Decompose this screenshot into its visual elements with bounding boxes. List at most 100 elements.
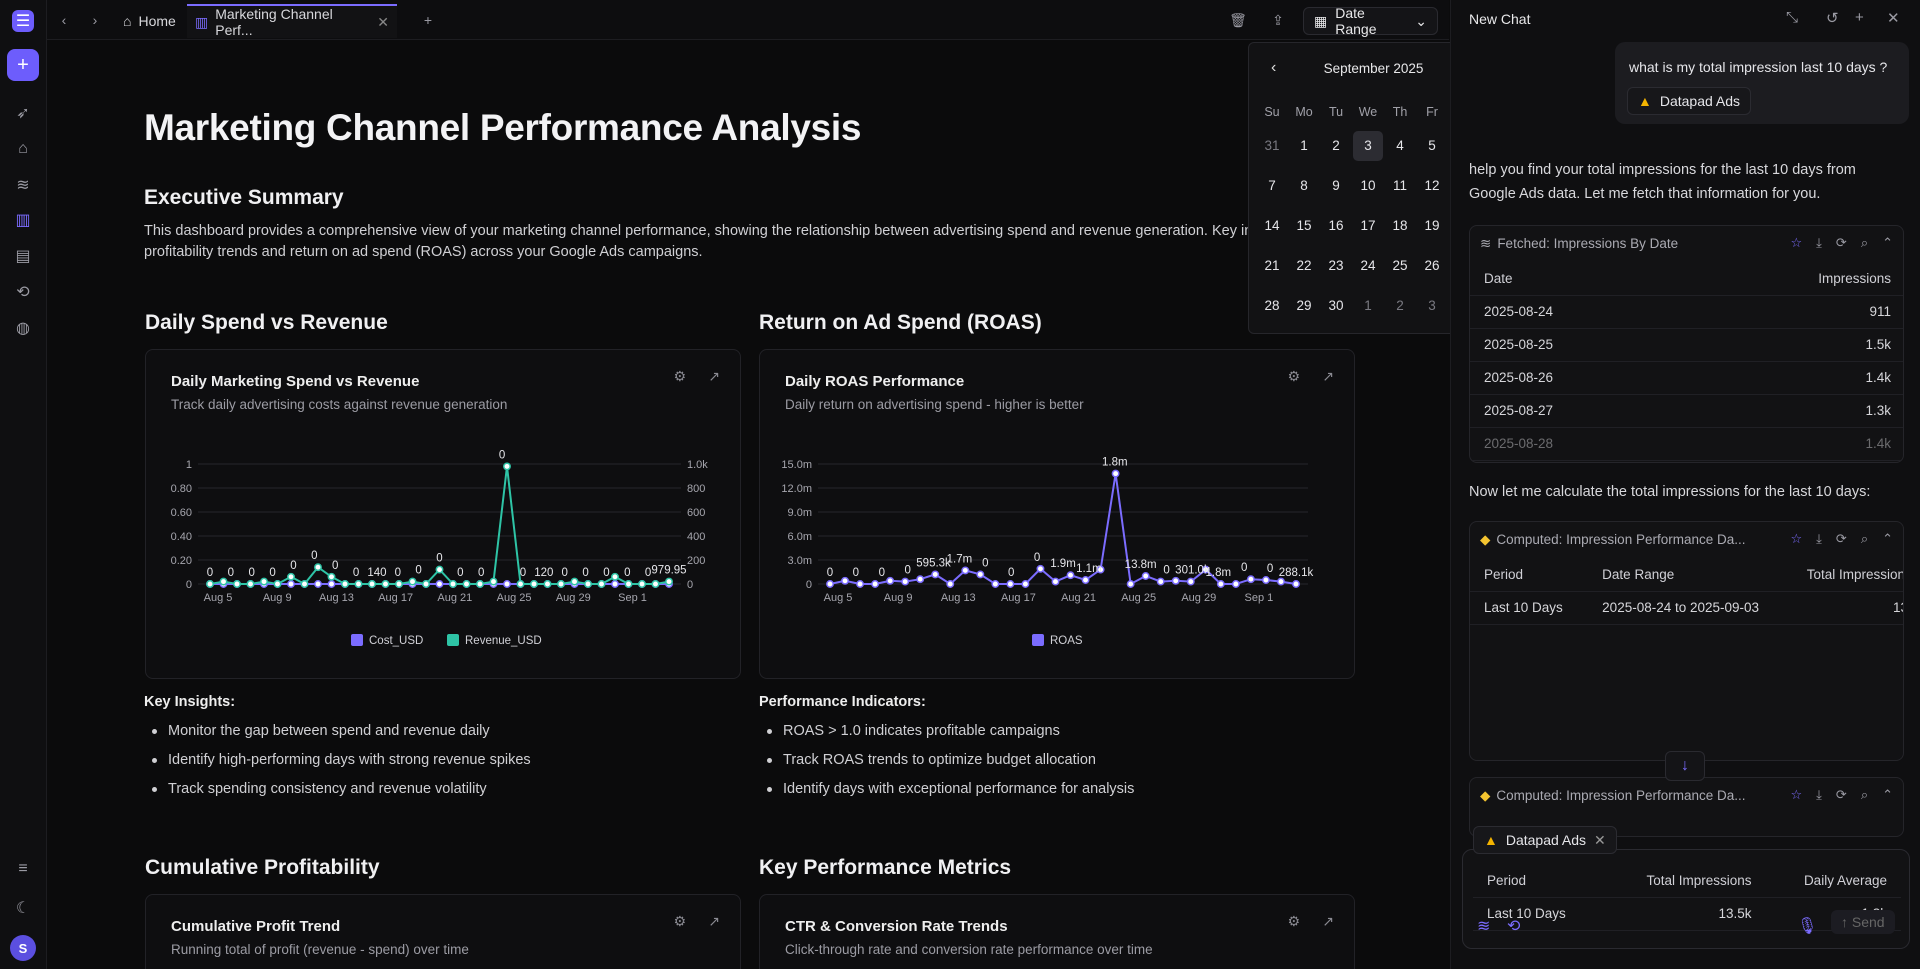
calendar-day[interactable]: 25 <box>1392 258 1408 273</box>
collapse-icon[interactable]: ⌃ <box>1882 531 1893 546</box>
globe-icon[interactable]: ◍ <box>16 320 30 337</box>
calendar-day[interactable]: 10 <box>1360 178 1376 193</box>
calendar-day[interactable]: 16 <box>1328 218 1344 233</box>
calendar-day[interactable]: 19 <box>1424 218 1440 233</box>
star-icon[interactable]: ☆ <box>1790 235 1803 250</box>
data-point <box>1171 576 1180 585</box>
settings-icon[interactable]: ⚙ <box>673 913 686 929</box>
prev-month-icon[interactable]: ‹ <box>1271 59 1277 76</box>
box-header[interactable]: ◆ Computed: Impression Performance Da... … <box>1480 787 1893 803</box>
download-icon[interactable]: ⤓ <box>1816 235 1822 250</box>
refresh-icon[interactable]: ⟳ <box>1835 235 1847 250</box>
tab-home[interactable]: ⌂ Home <box>123 13 176 29</box>
settings-icon[interactable]: ⚙ <box>1287 913 1300 929</box>
theme-moon-icon[interactable]: ☾ <box>15 900 31 917</box>
calendar-day[interactable]: 17 <box>1360 218 1376 233</box>
settings-icon[interactable]: ⚙ <box>1287 368 1300 384</box>
calendar-day[interactable]: 26 <box>1424 258 1440 273</box>
google-ads-icon: ▲ <box>1638 93 1652 109</box>
refresh-icon[interactable]: ⟳ <box>1835 531 1847 546</box>
calendar-day[interactable]: 3 <box>1428 298 1436 313</box>
refresh-icon[interactable]: ⟳ <box>1835 787 1847 802</box>
box-header[interactable]: ◆ Computed: Impression Performance Da... … <box>1480 531 1893 547</box>
workflow-icon[interactable]: ⟲ <box>1507 918 1521 935</box>
collapse-icon[interactable]: ⤡ <box>1786 9 1799 26</box>
menu-icon[interactable]: ≡ <box>18 860 28 877</box>
open-external-icon[interactable]: ↗ <box>1322 368 1334 384</box>
close-tab-icon[interactable]: ✕ <box>377 13 389 30</box>
star-icon[interactable]: ☆ <box>1790 531 1803 546</box>
calendar-day[interactable]: 21 <box>1264 258 1280 273</box>
source-chip[interactable]: ▲ Datapad Ads <box>1627 87 1752 115</box>
share-icon[interactable]: ⇪ <box>1272 11 1284 28</box>
star-icon[interactable]: ☆ <box>1790 787 1803 802</box>
microphone-icon[interactable]: 🎙 <box>1797 918 1818 935</box>
new-tab-icon[interactable]: + <box>423 12 433 28</box>
calendar-day[interactable]: 8 <box>1300 178 1308 193</box>
remove-chip-icon[interactable]: ✕ <box>1594 831 1606 848</box>
list-item: Track ROAS trends to optimize budget all… <box>759 746 1134 775</box>
search-icon[interactable]: ⌕ <box>1860 235 1869 250</box>
history-icon[interactable]: ↺ <box>1826 10 1839 27</box>
calendar-day[interactable]: 30 <box>1328 298 1344 313</box>
calendar-day[interactable]: 3 <box>1353 131 1383 161</box>
roas-chart: 0 3.0m 6.0m 9.0m 12.0m 15.0m Aug 5 Aug 9 Aug 13 A… <box>781 457 1313 647</box>
workflow-icon[interactable]: ⟲ <box>16 284 30 301</box>
database-icon[interactable]: ≋ <box>16 177 30 194</box>
calendar-day[interactable]: 31 <box>1264 138 1280 153</box>
calendar-day[interactable]: 4 <box>1396 138 1404 153</box>
calendar-day[interactable]: 5 <box>1428 138 1436 153</box>
date-range-button[interactable]: ▦ Date Range ⌄ <box>1303 5 1438 37</box>
calendar-day[interactable]: 22 <box>1296 258 1312 273</box>
trash-icon[interactable]: 🗑 <box>1229 11 1247 28</box>
back-icon[interactable]: ‹ <box>61 12 67 28</box>
calendar-day[interactable]: 18 <box>1392 218 1408 233</box>
calendar-day[interactable]: 1 <box>1300 138 1308 153</box>
user-avatar[interactable]: S <box>10 935 36 961</box>
open-external-icon[interactable]: ↗ <box>1322 913 1334 929</box>
settings-icon[interactable]: ⚙ <box>673 368 686 384</box>
rocket-icon[interactable]: ➶ <box>16 105 30 122</box>
tab-current[interactable]: ▥ Marketing Channel Perf... ✕ <box>187 4 397 38</box>
calendar-day[interactable]: 12 <box>1424 178 1440 193</box>
data-point <box>1141 572 1150 580</box>
calendar-day[interactable]: 29 <box>1296 298 1312 313</box>
collapse-icon[interactable]: ⌃ <box>1882 235 1893 250</box>
calendar-day[interactable]: 24 <box>1360 258 1376 273</box>
dashboard-chart-icon[interactable]: ▥ <box>15 212 31 229</box>
open-external-icon[interactable]: ↗ <box>708 913 720 929</box>
new-chat-icon[interactable]: + <box>1855 9 1864 26</box>
open-external-icon[interactable]: ↗ <box>708 368 720 384</box>
database-icon[interactable]: ≋ <box>1477 918 1491 935</box>
close-icon[interactable]: ✕ <box>1887 10 1900 27</box>
home-icon[interactable]: ⌂ <box>18 140 28 157</box>
calendar-day[interactable]: 14 <box>1264 218 1280 233</box>
document-icon[interactable]: ▤ <box>15 248 31 265</box>
data-label: 0 <box>311 550 317 562</box>
data-point <box>449 580 457 588</box>
app-logo-icon[interactable]: ☰ <box>12 10 34 32</box>
weekday-label: Th <box>1392 105 1408 119</box>
collapse-icon[interactable]: ⌃ <box>1882 787 1893 802</box>
composer-source-chip[interactable]: ▲ Datapad Ads ✕ <box>1473 826 1617 854</box>
calendar-day[interactable]: 2 <box>1332 138 1340 153</box>
download-icon[interactable]: ⤓ <box>1816 531 1822 546</box>
calendar-day[interactable]: 2 <box>1396 298 1404 313</box>
calendar-day[interactable]: 28 <box>1264 298 1280 313</box>
search-icon[interactable]: ⌕ <box>1860 531 1869 546</box>
search-icon[interactable]: ⌕ <box>1860 787 1869 802</box>
new-button[interactable]: + <box>7 49 39 81</box>
calendar-day[interactable]: 15 <box>1296 218 1312 233</box>
scroll-down-button[interactable]: ↓ <box>1665 751 1705 781</box>
download-icon[interactable]: ⤓ <box>1816 787 1822 802</box>
calendar-day[interactable]: 7 <box>1268 178 1276 193</box>
calendar-day[interactable]: 23 <box>1328 258 1344 273</box>
data-point <box>287 572 295 581</box>
calendar-day[interactable]: 1 <box>1364 298 1372 313</box>
data-point <box>341 580 349 588</box>
calendar-day[interactable]: 11 <box>1392 178 1407 193</box>
forward-icon[interactable]: › <box>92 12 98 28</box>
box-header[interactable]: ≋ Fetched: Impressions By Date ☆ ⤓ ⟳ ⌕ ⌃ <box>1480 235 1893 251</box>
calendar-day[interactable]: 9 <box>1332 178 1340 193</box>
send-button[interactable]: ↑ Send <box>1831 910 1895 934</box>
